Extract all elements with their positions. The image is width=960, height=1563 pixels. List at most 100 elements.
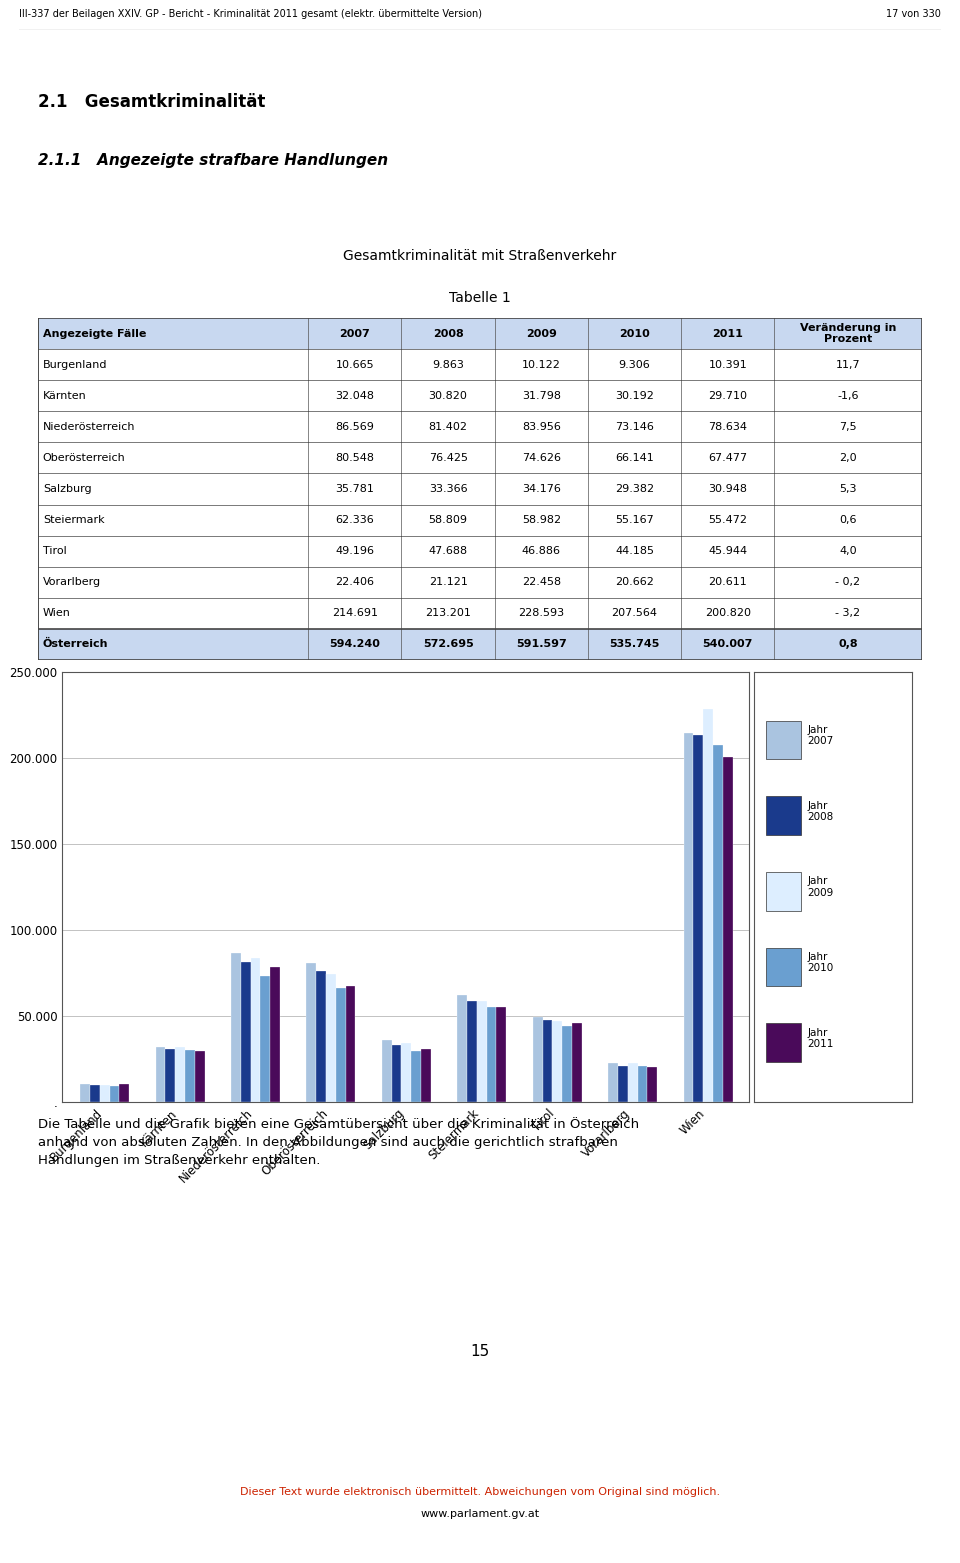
Bar bbox=[38, 567, 922, 597]
Text: 9.863: 9.863 bbox=[432, 359, 464, 369]
Text: 45.944: 45.944 bbox=[708, 545, 747, 556]
Bar bbox=[80, 1083, 90, 1102]
Bar bbox=[647, 1066, 658, 1102]
Text: III-337 der Beilagen XXIV. GP - Bericht - Kriminalität 2011 gesamt (elektr. über: III-337 der Beilagen XXIV. GP - Bericht … bbox=[19, 9, 482, 19]
Bar bbox=[175, 1047, 185, 1102]
Bar bbox=[468, 1000, 477, 1102]
Text: Tirol: Tirol bbox=[43, 545, 66, 556]
Text: 2.1   Gesamtkriminalität: 2.1 Gesamtkriminalität bbox=[38, 94, 266, 111]
Bar bbox=[411, 1052, 421, 1102]
Text: 535.745: 535.745 bbox=[610, 639, 660, 650]
Text: 22.406: 22.406 bbox=[335, 577, 374, 588]
Bar bbox=[38, 505, 922, 536]
Text: Jahr
2011: Jahr 2011 bbox=[807, 1027, 834, 1049]
Bar bbox=[38, 411, 922, 442]
Bar bbox=[684, 733, 693, 1102]
Bar bbox=[766, 1024, 802, 1061]
Text: Burgenland: Burgenland bbox=[43, 359, 108, 369]
Text: 46.886: 46.886 bbox=[522, 545, 561, 556]
Text: 2009: 2009 bbox=[526, 328, 557, 339]
Text: Dieser Text wurde elektronisch übermittelt. Abweichungen vom Original sind mögli: Dieser Text wurde elektronisch übermitte… bbox=[240, 1486, 720, 1497]
Bar bbox=[693, 735, 703, 1102]
Bar bbox=[563, 1025, 572, 1102]
Bar bbox=[766, 872, 802, 911]
Text: 22.458: 22.458 bbox=[522, 577, 561, 588]
Bar bbox=[109, 1086, 119, 1102]
Text: 591.597: 591.597 bbox=[516, 639, 566, 650]
Bar bbox=[637, 1066, 647, 1102]
Text: Wien: Wien bbox=[43, 608, 71, 619]
Text: 2,0: 2,0 bbox=[839, 453, 857, 463]
Text: 594.240: 594.240 bbox=[329, 639, 380, 650]
Bar bbox=[260, 977, 270, 1102]
Text: 81.402: 81.402 bbox=[428, 422, 468, 431]
Bar bbox=[90, 1085, 100, 1102]
Text: 47.688: 47.688 bbox=[428, 545, 468, 556]
Bar bbox=[766, 947, 802, 986]
Text: 83.956: 83.956 bbox=[522, 422, 561, 431]
Text: 228.593: 228.593 bbox=[518, 608, 564, 619]
Text: 2008: 2008 bbox=[433, 328, 464, 339]
Text: - 3,2: - 3,2 bbox=[835, 608, 860, 619]
Text: 67.477: 67.477 bbox=[708, 453, 747, 463]
Bar bbox=[496, 1007, 506, 1102]
Bar bbox=[251, 958, 260, 1102]
Bar bbox=[572, 1022, 582, 1102]
Text: 44.185: 44.185 bbox=[615, 545, 654, 556]
Text: 58.809: 58.809 bbox=[428, 516, 468, 525]
Bar bbox=[38, 349, 922, 380]
Text: 4,0: 4,0 bbox=[839, 545, 857, 556]
Text: 30.192: 30.192 bbox=[615, 391, 654, 400]
Bar bbox=[231, 953, 241, 1102]
Text: 49.196: 49.196 bbox=[335, 545, 374, 556]
Bar bbox=[382, 1041, 392, 1102]
Bar bbox=[156, 1047, 165, 1102]
Bar bbox=[38, 597, 922, 628]
Text: 76.425: 76.425 bbox=[428, 453, 468, 463]
Bar bbox=[326, 974, 336, 1102]
Bar bbox=[336, 988, 346, 1102]
Text: 5,3: 5,3 bbox=[839, 485, 856, 494]
Text: 73.146: 73.146 bbox=[615, 422, 654, 431]
Bar bbox=[38, 442, 922, 474]
Bar bbox=[316, 971, 326, 1102]
Bar bbox=[703, 708, 713, 1102]
Bar bbox=[421, 1049, 431, 1102]
Text: 20.662: 20.662 bbox=[615, 577, 654, 588]
Bar bbox=[346, 986, 355, 1102]
Bar bbox=[457, 994, 468, 1102]
Bar bbox=[38, 474, 922, 505]
Text: 15: 15 bbox=[470, 1344, 490, 1360]
Text: 31.798: 31.798 bbox=[522, 391, 561, 400]
Text: 33.366: 33.366 bbox=[429, 485, 468, 494]
Text: 2.1.1   Angezeigte strafbare Handlungen: 2.1.1 Angezeigte strafbare Handlungen bbox=[38, 153, 389, 169]
Text: 17 von 330: 17 von 330 bbox=[886, 9, 941, 19]
Text: 10.391: 10.391 bbox=[708, 359, 747, 369]
Bar bbox=[185, 1050, 195, 1102]
Text: Jahr
2009: Jahr 2009 bbox=[807, 877, 833, 897]
Text: 207.564: 207.564 bbox=[612, 608, 658, 619]
Text: 9.306: 9.306 bbox=[618, 359, 651, 369]
Bar bbox=[533, 1018, 542, 1102]
Text: 62.336: 62.336 bbox=[335, 516, 374, 525]
Bar bbox=[38, 317, 922, 349]
Text: Vorarlberg: Vorarlberg bbox=[43, 577, 101, 588]
Text: 30.948: 30.948 bbox=[708, 485, 747, 494]
Bar bbox=[723, 756, 732, 1102]
Bar bbox=[100, 1085, 109, 1102]
Text: 572.695: 572.695 bbox=[422, 639, 473, 650]
Bar bbox=[241, 961, 251, 1102]
Bar bbox=[392, 1044, 401, 1102]
Text: 34.176: 34.176 bbox=[522, 485, 561, 494]
Text: Die Tabelle und die Grafik bieten eine Gesamtübersicht über die Kriminalität in : Die Tabelle und die Grafik bieten eine G… bbox=[38, 1118, 639, 1168]
Text: 29.382: 29.382 bbox=[615, 485, 654, 494]
Text: 66.141: 66.141 bbox=[615, 453, 654, 463]
Text: 540.007: 540.007 bbox=[703, 639, 753, 650]
Text: 2007: 2007 bbox=[340, 328, 371, 339]
Bar bbox=[713, 746, 723, 1102]
Bar bbox=[766, 796, 802, 835]
Bar bbox=[306, 963, 316, 1102]
Bar bbox=[487, 1007, 496, 1102]
Bar bbox=[38, 628, 922, 660]
Text: 0,8: 0,8 bbox=[838, 639, 858, 650]
